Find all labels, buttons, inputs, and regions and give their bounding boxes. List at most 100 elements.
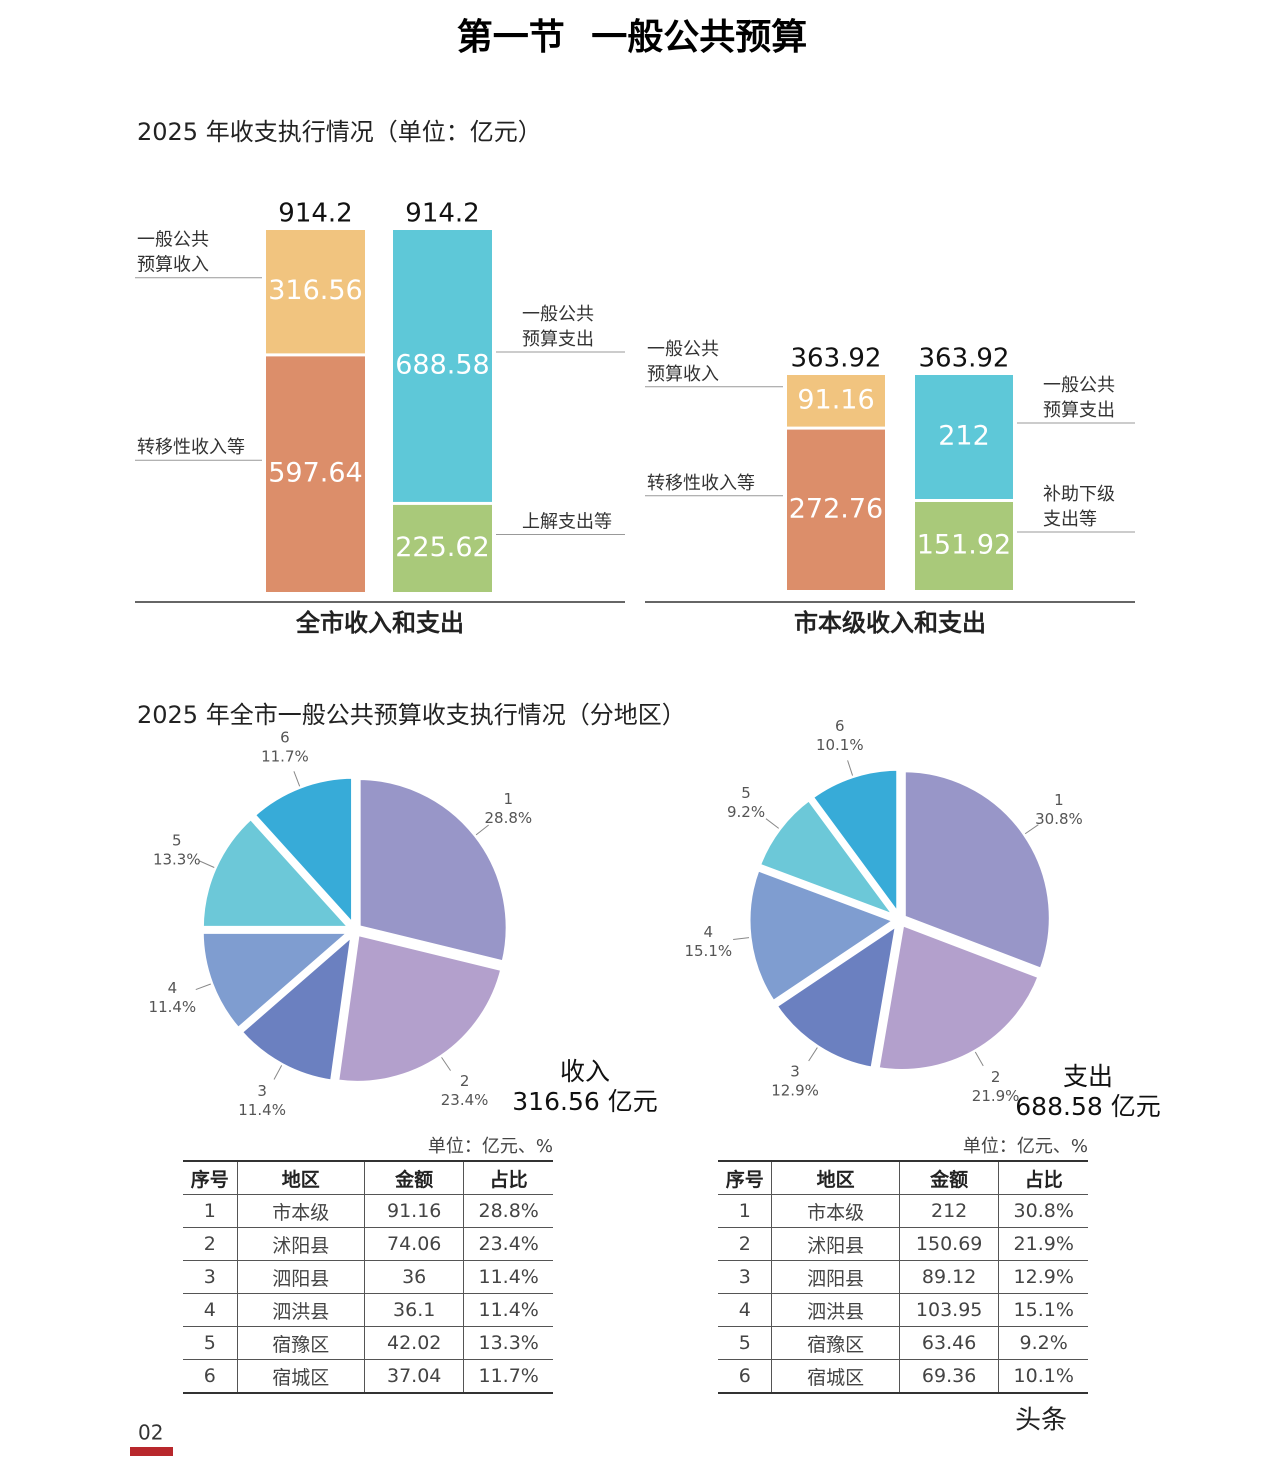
table-row: 6 宿城区 37.04 11.7% [183,1359,553,1394]
slice-label: 6 [280,729,290,747]
slice-label: 2 [991,1068,1001,1086]
data-table: 序号 地区 金额 占比 1 市本级 212 30.8% 2 沭阳县 150.69 21.9% 3 泗阳县 8… [718,1160,1088,1394]
table-row: 序号 地区 金额 占比 [718,1160,1088,1195]
slice-label: 3 [790,1062,800,1080]
pie-slice [250,773,357,929]
table-cell: 泗洪县 [771,1293,900,1327]
slice-value: 30.8% [1035,810,1083,828]
segment-name: 一般公共 [1043,375,1115,396]
chart-title: 市本级收入和支出 [794,609,986,637]
page-mark [130,1447,173,1456]
segment-name: 一般公共 [647,339,719,360]
leader-line [733,937,750,940]
bar-segment [266,230,365,354]
slice-label: 4 [704,923,714,941]
table-cell: 4 [183,1293,238,1327]
pie-slice [900,767,1054,973]
table-cell: 89.12 [898,1260,1000,1294]
table-row: 1 市本级 212 30.8% [718,1194,1088,1228]
table-cell: 宿城区 [236,1359,366,1394]
slice-label: 2 [460,1072,470,1090]
leader-line [475,824,489,836]
table-cell: 37.04 [363,1359,465,1394]
slice-value: 23.4% [441,1091,489,1109]
leader-line [765,818,780,829]
table-cell: 11.4% [463,1260,553,1294]
table-cell: 103.95 [898,1293,1000,1327]
leader-line [974,1051,984,1067]
total-label: 363.92 [919,344,1010,374]
header-cell: 序号 [718,1160,773,1195]
table-cell: 30.8% [998,1194,1088,1228]
segment-name: 预算收入 [647,364,719,385]
table-cell: 63.46 [898,1326,1000,1360]
header-cell: 地区 [236,1160,366,1195]
table-cell: 9.2% [998,1326,1088,1360]
table-cell: 沭阳县 [236,1227,366,1261]
watermark: 头条 [1015,1406,1067,1436]
table-row: 5 宿豫区 63.46 9.2% [718,1326,1088,1360]
segment-name: 转移性收入等 [647,473,755,494]
leader-line [199,860,215,868]
segment-name: 一般公共 [522,304,594,325]
slice-value: 12.9% [771,1081,819,1099]
slice-label: 5 [172,831,182,849]
bar-segment [915,501,1013,590]
table-cell: 1 [718,1194,773,1228]
table-row: 2 沭阳县 150.69 21.9% [718,1227,1088,1261]
table-unit: 单位：亿元、% [962,1136,1088,1157]
value-label: 597.64 [268,458,362,489]
chart-title: 全市收入和支出 [295,609,464,637]
value-label: 151.92 [917,529,1011,560]
table-row: 2 沭阳县 74.06 23.4% [183,1227,553,1261]
header-cell: 金额 [363,1160,465,1195]
leader-line [1024,824,1039,835]
leader-line [441,1057,451,1071]
header-cell: 占比 [463,1160,553,1195]
slice-label: 1 [1054,791,1064,809]
segment-name: 支出等 [1043,509,1097,530]
table-cell: 91.16 [363,1194,465,1228]
table-cell: 6 [183,1359,238,1394]
table-cell: 2 [183,1227,238,1261]
table-cell: 10.1% [998,1359,1088,1394]
header-cell: 地区 [771,1160,900,1195]
total-label: 914.2 [405,199,479,229]
table-cell: 69.36 [898,1359,1000,1394]
pie-slice [198,928,354,1033]
slice-label: 5 [741,784,751,802]
bar-segment [393,230,492,502]
pie-slice [237,931,356,1085]
page-number: 02 [138,1421,163,1445]
value-label: 212 [938,420,990,451]
table-row: 3 泗阳县 89.12 12.9% [718,1260,1088,1294]
segment-name: 转移性收入等 [137,437,245,458]
segment-name: 补助下级 [1043,484,1115,505]
leader-line [273,1065,283,1080]
table-cell: 11.7% [463,1359,553,1394]
slice-label: 3 [257,1082,267,1100]
table-cell: 36.1 [363,1293,465,1327]
segment-name: 预算支出 [522,329,594,350]
table-cell: 12.9% [998,1260,1088,1294]
value-label: 688.58 [395,349,489,380]
header-cell: 金额 [898,1160,1000,1195]
segment-name: 预算收入 [137,255,209,276]
segment-name: 一般公共 [137,230,209,251]
total-label: 363.92 [791,344,882,374]
table-cell: 3 [718,1260,773,1294]
page-title: 第一节 一般公共预算 [457,16,808,58]
table-cell: 1 [183,1194,238,1228]
table-cell: 宿城区 [771,1359,900,1394]
segment-name: 上解支出等 [522,511,612,532]
table-cell: 13.3% [463,1326,553,1360]
pie-slice [874,920,1043,1074]
slice-value: 28.8% [484,809,532,827]
slice-value: 15.1% [684,942,732,960]
table-cell: 74.06 [363,1227,465,1261]
table-cell: 市本级 [236,1194,366,1228]
table-cell: 泗阳县 [236,1260,366,1294]
table-row: 3 泗阳县 36 11.4% [183,1260,553,1294]
table-cell: 21.9% [998,1227,1088,1261]
